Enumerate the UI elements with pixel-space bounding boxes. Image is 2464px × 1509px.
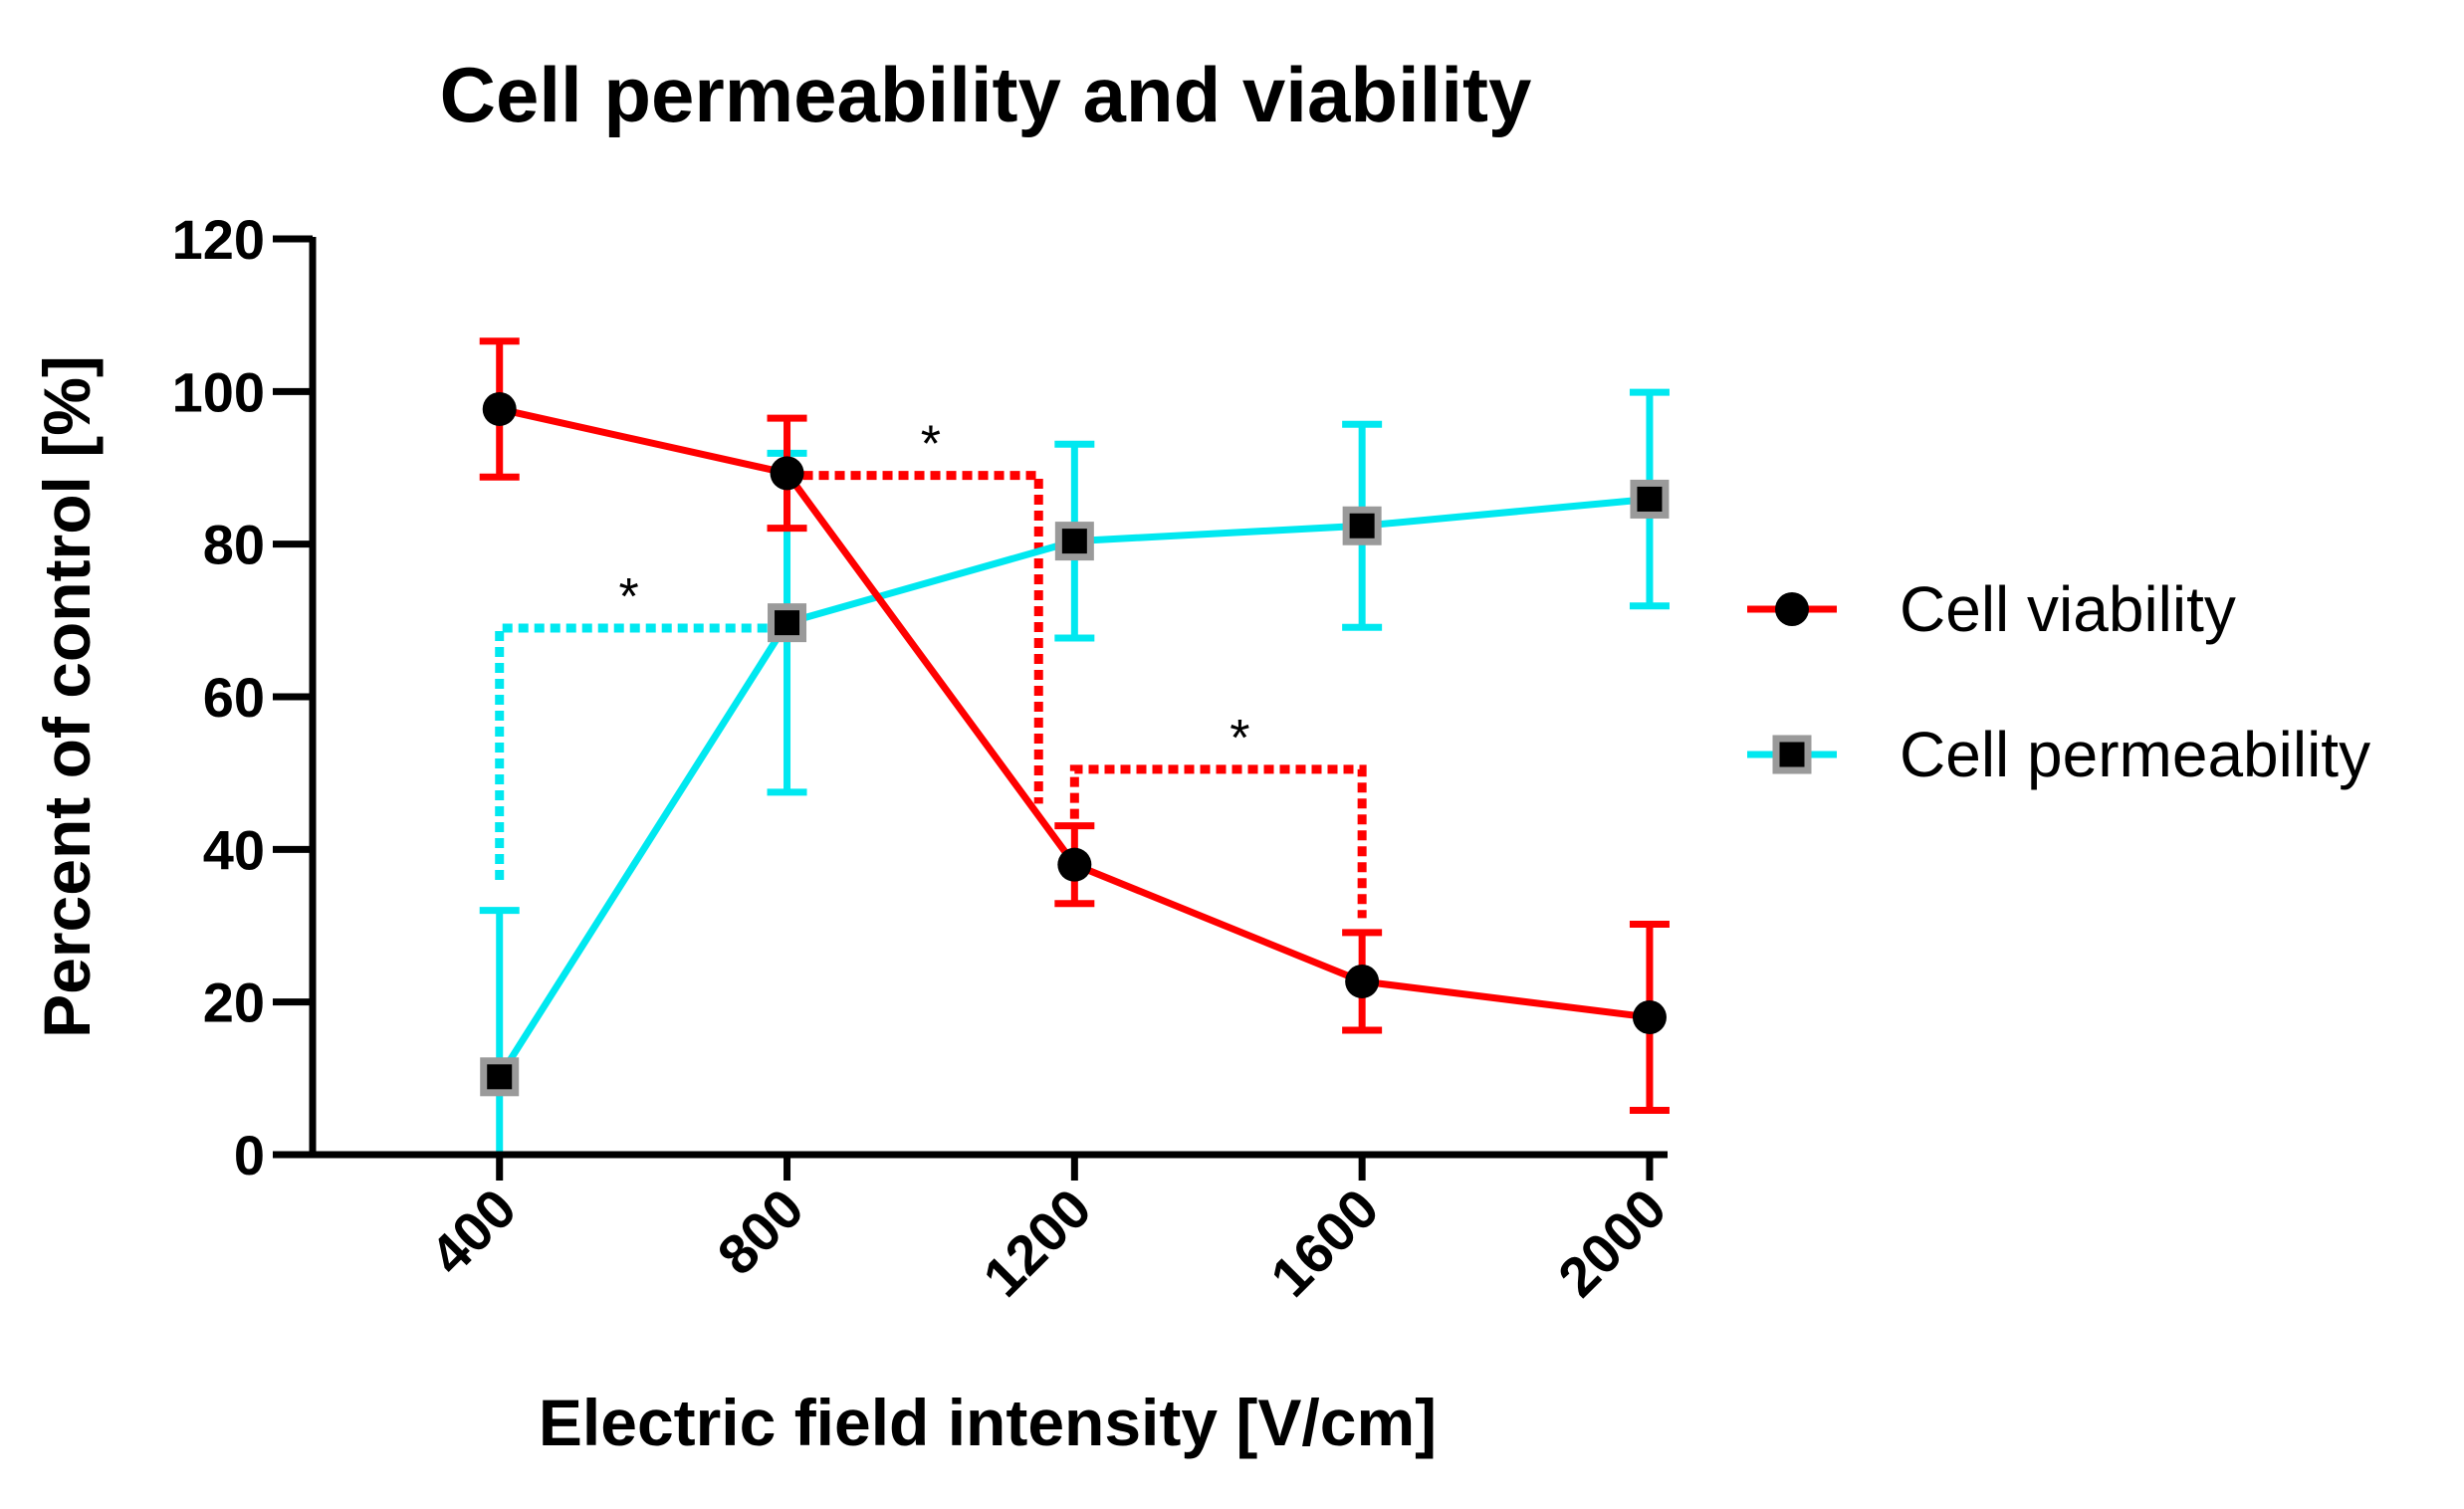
significance-bracket-line [1069,764,1367,919]
x-tick-label: 1600 [1258,1177,1391,1309]
significance-bracket-line [495,623,787,880]
data-point-square [1630,479,1670,519]
significance-bracket-3: * [1069,710,1367,919]
data-point-square [1342,506,1382,545]
data-point-square [768,603,807,643]
x-tick-label: 1200 [971,1177,1103,1309]
data-point [1342,506,1382,545]
data-point-square [1054,522,1094,561]
data-point [1345,964,1380,998]
legend-marker [1772,735,1812,774]
chart-title: Cell permeability and viability [440,51,1532,138]
legend-label: Cell viability [1900,573,2236,645]
y-axis-label: Percent of control [%] [30,355,104,1038]
legend-item-cell-permeability: Cell permeability [1747,719,2370,790]
significance-bracket-1: * [786,416,1043,804]
legend-label: Cell permeability [1900,719,2370,790]
error-bar [479,907,520,1159]
y-tick-label: 20 [203,971,265,1034]
significance-star: * [1230,710,1249,767]
data-point [1054,522,1094,561]
series-cell-permeability [479,388,1670,1159]
legend-item-cell-viability: Cell viability [1747,573,2236,645]
data-point [770,456,804,491]
significance-star: * [619,568,639,626]
y-tick-label: 0 [234,1124,265,1186]
x-tick-label: 800 [705,1177,815,1287]
x-tick-label: 400 [418,1177,529,1287]
data-point [1057,847,1092,882]
y-tick-label: 60 [203,666,265,729]
data-point-square [480,1057,520,1097]
y-tick-label: 80 [203,514,265,576]
data-point [482,391,517,426]
data-point [1632,1000,1667,1034]
data-point [480,1057,520,1097]
y-tick-label: 40 [203,818,265,881]
significance-bracket-2: * [495,568,787,880]
significance-star: * [921,416,941,474]
significance-brackets: * * * [495,416,1367,919]
significance-bracket-line [786,471,1043,804]
data-point [768,603,807,643]
x-axis-label: Electric field intensity [V/cm] [539,1386,1437,1459]
series-layer [479,337,1670,1159]
x-tick-label: 2000 [1546,1177,1679,1309]
series-cell-viability [479,337,1670,1115]
legend: Cell viability Cell permeability [1747,573,2370,790]
data-point [1630,479,1670,519]
legend-marker [1775,592,1809,626]
y-tick-label: 120 [172,208,265,271]
axes: 0 20 40 60 80 100 120 400 800 1200 1600 2000 [172,208,1679,1309]
y-tick-label: 100 [172,360,265,423]
